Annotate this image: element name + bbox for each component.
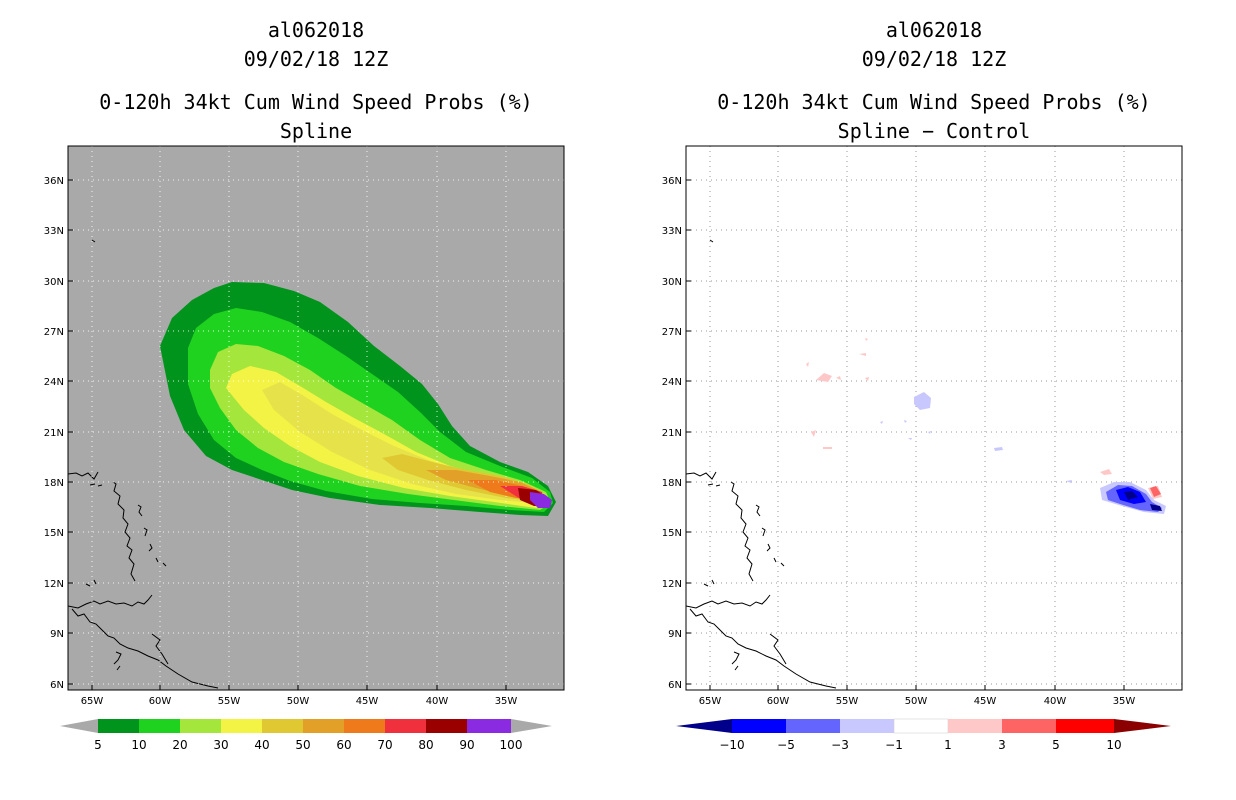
right-lat-label: 21N (662, 428, 682, 439)
right-lat-label: 9N (668, 629, 682, 640)
left-lon-label: 40W (426, 696, 449, 707)
right-title-storm-id: al062018 (885, 18, 983, 42)
right-title-product: 0-120h 34kt Cum Wind Speed Probs (%) (717, 90, 1151, 114)
right-colorbar-label: 5 (1052, 738, 1060, 752)
right-lon-label: 65W (699, 696, 722, 707)
right-colorbar-label: −10 (719, 738, 744, 752)
right-lon-label: 50W (905, 696, 928, 707)
right-lon-label: 55W (836, 696, 859, 707)
left-title-storm-id: al062018 (267, 18, 365, 42)
right-lon-label: 60W (767, 696, 790, 707)
left-title-method: Spline (279, 119, 353, 143)
left-lon-label: 60W (149, 696, 172, 707)
left-lat-label: 9N (50, 629, 64, 640)
left-title-datetime: 09/02/18 12Z (243, 47, 389, 71)
right-lat-label: 18N (662, 478, 682, 489)
left-colorbar-label: 50 (295, 738, 310, 752)
right-lat-label: 15N (662, 528, 682, 539)
left-lat-label: 30N (44, 277, 64, 288)
right-lat-label: 36N (662, 176, 682, 187)
left-lat-label: 15N (44, 528, 64, 539)
left-colorbar-label: 10 (131, 738, 146, 752)
left-colorbar-label: 5 (94, 738, 102, 752)
right-lat-label: 30N (662, 277, 682, 288)
left-colorbar-label: 80 (418, 738, 433, 752)
right-lat-label: 33N (662, 226, 682, 237)
right-title-method: Spline − Control (837, 119, 1031, 143)
left-lat-label: 21N (44, 428, 64, 439)
left-colorbar-label: 100 (500, 738, 523, 752)
left-lat-label: 33N (44, 226, 64, 237)
left-colorbar-label: 20 (172, 738, 187, 752)
left-title-product: 0-120h 34kt Cum Wind Speed Probs (%) (99, 90, 533, 114)
right-colorbar-label: 3 (998, 738, 1006, 752)
left-lon-label: 35W (495, 696, 518, 707)
left-colorbar-label: 90 (459, 738, 474, 752)
left-lon-label: 45W (356, 696, 379, 707)
left-lat-label: 6N (50, 680, 64, 691)
left-lat-label: 27N (44, 327, 64, 338)
left-lon-label: 55W (218, 696, 241, 707)
right-lon-label: 40W (1044, 696, 1067, 707)
right-map-background (686, 146, 1182, 690)
right-colorbar-label: −3 (831, 738, 849, 752)
left-lat-label: 36N (44, 176, 64, 187)
diff-negative-small (880, 392, 1072, 483)
right-lat-label: 12N (662, 579, 682, 590)
right-map: 36N 33N 30N 27N 24N 21N 18N 15N 12N 9N 6… (662, 145, 1183, 752)
left-colorbar-label: 70 (377, 738, 392, 752)
diff-storm-core (1100, 482, 1166, 514)
right-title-datetime: 09/02/18 12Z (861, 47, 1007, 71)
left-lon-label: 50W (287, 696, 310, 707)
right-lon-label: 35W (1113, 696, 1136, 707)
left-colorbar-label: 30 (213, 738, 228, 752)
right-lat-label: 27N (662, 327, 682, 338)
right-colorbar-label: −5 (777, 738, 795, 752)
prob-100 (530, 492, 552, 508)
left-lon-label: 65W (81, 696, 104, 707)
right-colorbar-label: 1 (944, 738, 952, 752)
right-colorbar (676, 718, 1171, 734)
left-colorbar-label: 60 (336, 738, 351, 752)
right-lon-label: 45W (974, 696, 997, 707)
right-colorbar-label: 10 (1106, 738, 1121, 752)
left-colorbar (60, 719, 552, 733)
left-map: 36N 33N 30N 27N 24N 21N 18N 15N 12N 9N 6… (44, 145, 565, 752)
right-lat-label: 6N (668, 680, 682, 691)
left-lat-label: 12N (44, 579, 64, 590)
right-colorbar-label: −1 (885, 738, 903, 752)
right-lat-label: 24N (662, 377, 682, 388)
left-lat-label: 24N (44, 377, 64, 388)
left-lat-label: 18N (44, 478, 64, 489)
left-colorbar-label: 40 (254, 738, 269, 752)
